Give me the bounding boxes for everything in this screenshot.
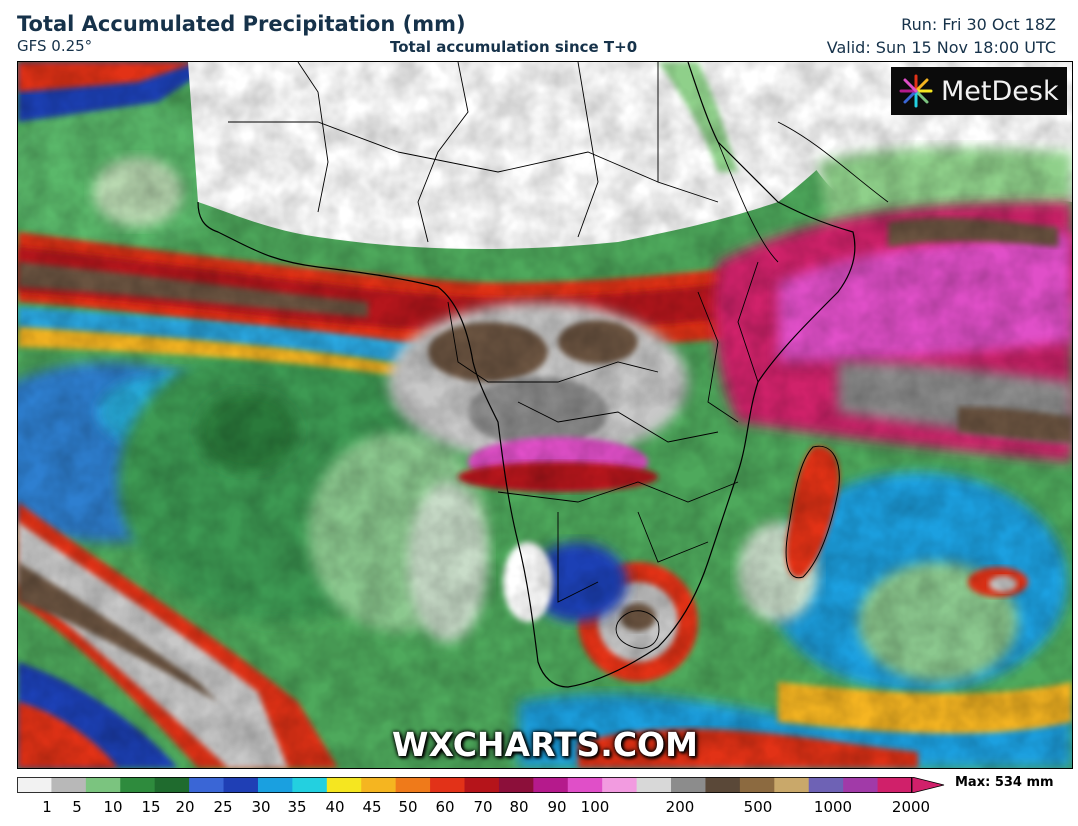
legend-tick-label: 100 xyxy=(580,798,610,816)
valid-time: Valid: Sun 15 Nov 18:00 UTC xyxy=(826,38,1056,57)
legend-color-swatch xyxy=(51,777,87,793)
legend-tick-label: 90 xyxy=(547,798,567,816)
legend-color-swatch xyxy=(567,777,603,793)
legend-color-swatch xyxy=(430,777,466,793)
legend-tick-label: 500 xyxy=(743,798,773,816)
legend-tick-label: 70 xyxy=(473,798,493,816)
legend-color-swatch xyxy=(877,777,913,793)
legend-tick-label: 1 xyxy=(42,798,52,816)
legend-color-swatch xyxy=(602,777,638,793)
legend-tick-label: 30 xyxy=(251,798,271,816)
legend-color-swatch xyxy=(17,777,53,793)
legend-color-swatch xyxy=(189,777,225,793)
legend-color-swatch xyxy=(464,777,500,793)
legend-tick-label: 35 xyxy=(287,798,307,816)
legend-tick-label: 60 xyxy=(435,798,455,816)
legend-color-swatch xyxy=(774,777,810,793)
legend-color-swatch xyxy=(120,777,156,793)
legend-color-swatch xyxy=(154,777,190,793)
legend-color-swatch xyxy=(257,777,293,793)
legend-colorbar xyxy=(17,777,945,793)
legend-tick-label: 2000 xyxy=(891,798,931,816)
chart-title: Total Accumulated Precipitation (mm) xyxy=(17,12,466,36)
map-canvas xyxy=(18,62,1072,768)
country-borders xyxy=(228,62,759,649)
legend-tick-label: 80 xyxy=(509,798,529,816)
legend-color-swatch xyxy=(739,777,775,793)
legend-color-swatch xyxy=(808,777,844,793)
legend-max-arrow xyxy=(911,777,945,793)
legend-color-swatch xyxy=(498,777,534,793)
legend-tick-label: 25 xyxy=(213,798,233,816)
legend-tick-label: 200 xyxy=(665,798,695,816)
legend-color-swatch xyxy=(326,777,362,793)
legend-tick-label: 5 xyxy=(72,798,82,816)
legend-tick-label: 1000 xyxy=(813,798,853,816)
legend-frame xyxy=(17,777,912,793)
legend-tick-label: 20 xyxy=(175,798,195,816)
run-time: Run: Fri 30 Oct 18Z xyxy=(901,15,1056,34)
legend-tick-label: 45 xyxy=(362,798,382,816)
legend-color-swatch xyxy=(361,777,397,793)
legend-color-swatch xyxy=(671,777,707,793)
legend-color-swatch xyxy=(292,777,328,793)
legend-color-swatch xyxy=(395,777,431,793)
watermark: WXCHARTS.COM xyxy=(392,725,698,764)
africa-coastline xyxy=(197,62,856,688)
legend-tick-label: 15 xyxy=(141,798,161,816)
legend-color-swatch xyxy=(705,777,741,793)
logo-text: MetDesk xyxy=(941,75,1059,107)
legend-color-swatch xyxy=(533,777,569,793)
legend-ticks: 1 5 10 15 20 25 30 35 40 45 50 60 70 80 90 100 200 500 100… xyxy=(17,798,947,820)
metdesk-burst-icon xyxy=(899,74,933,108)
legend-color-swatch xyxy=(223,777,259,793)
precipitation-map: MetDesk WXCHARTS.COM xyxy=(17,61,1073,769)
legend-tick-label: 40 xyxy=(325,798,345,816)
legend-tick-label: 50 xyxy=(398,798,418,816)
chart-subtitle: Total accumulation since T+0 xyxy=(390,38,638,56)
legend-color-swatch xyxy=(843,777,879,793)
max-value-label: Max: 534 mm xyxy=(955,775,1054,790)
legend-color-swatch xyxy=(85,777,121,793)
legend-tick-label: 10 xyxy=(103,798,123,816)
metdesk-logo: MetDesk xyxy=(891,67,1067,115)
legend-color-swatch xyxy=(636,777,672,793)
model-label: GFS 0.25° xyxy=(17,37,93,55)
